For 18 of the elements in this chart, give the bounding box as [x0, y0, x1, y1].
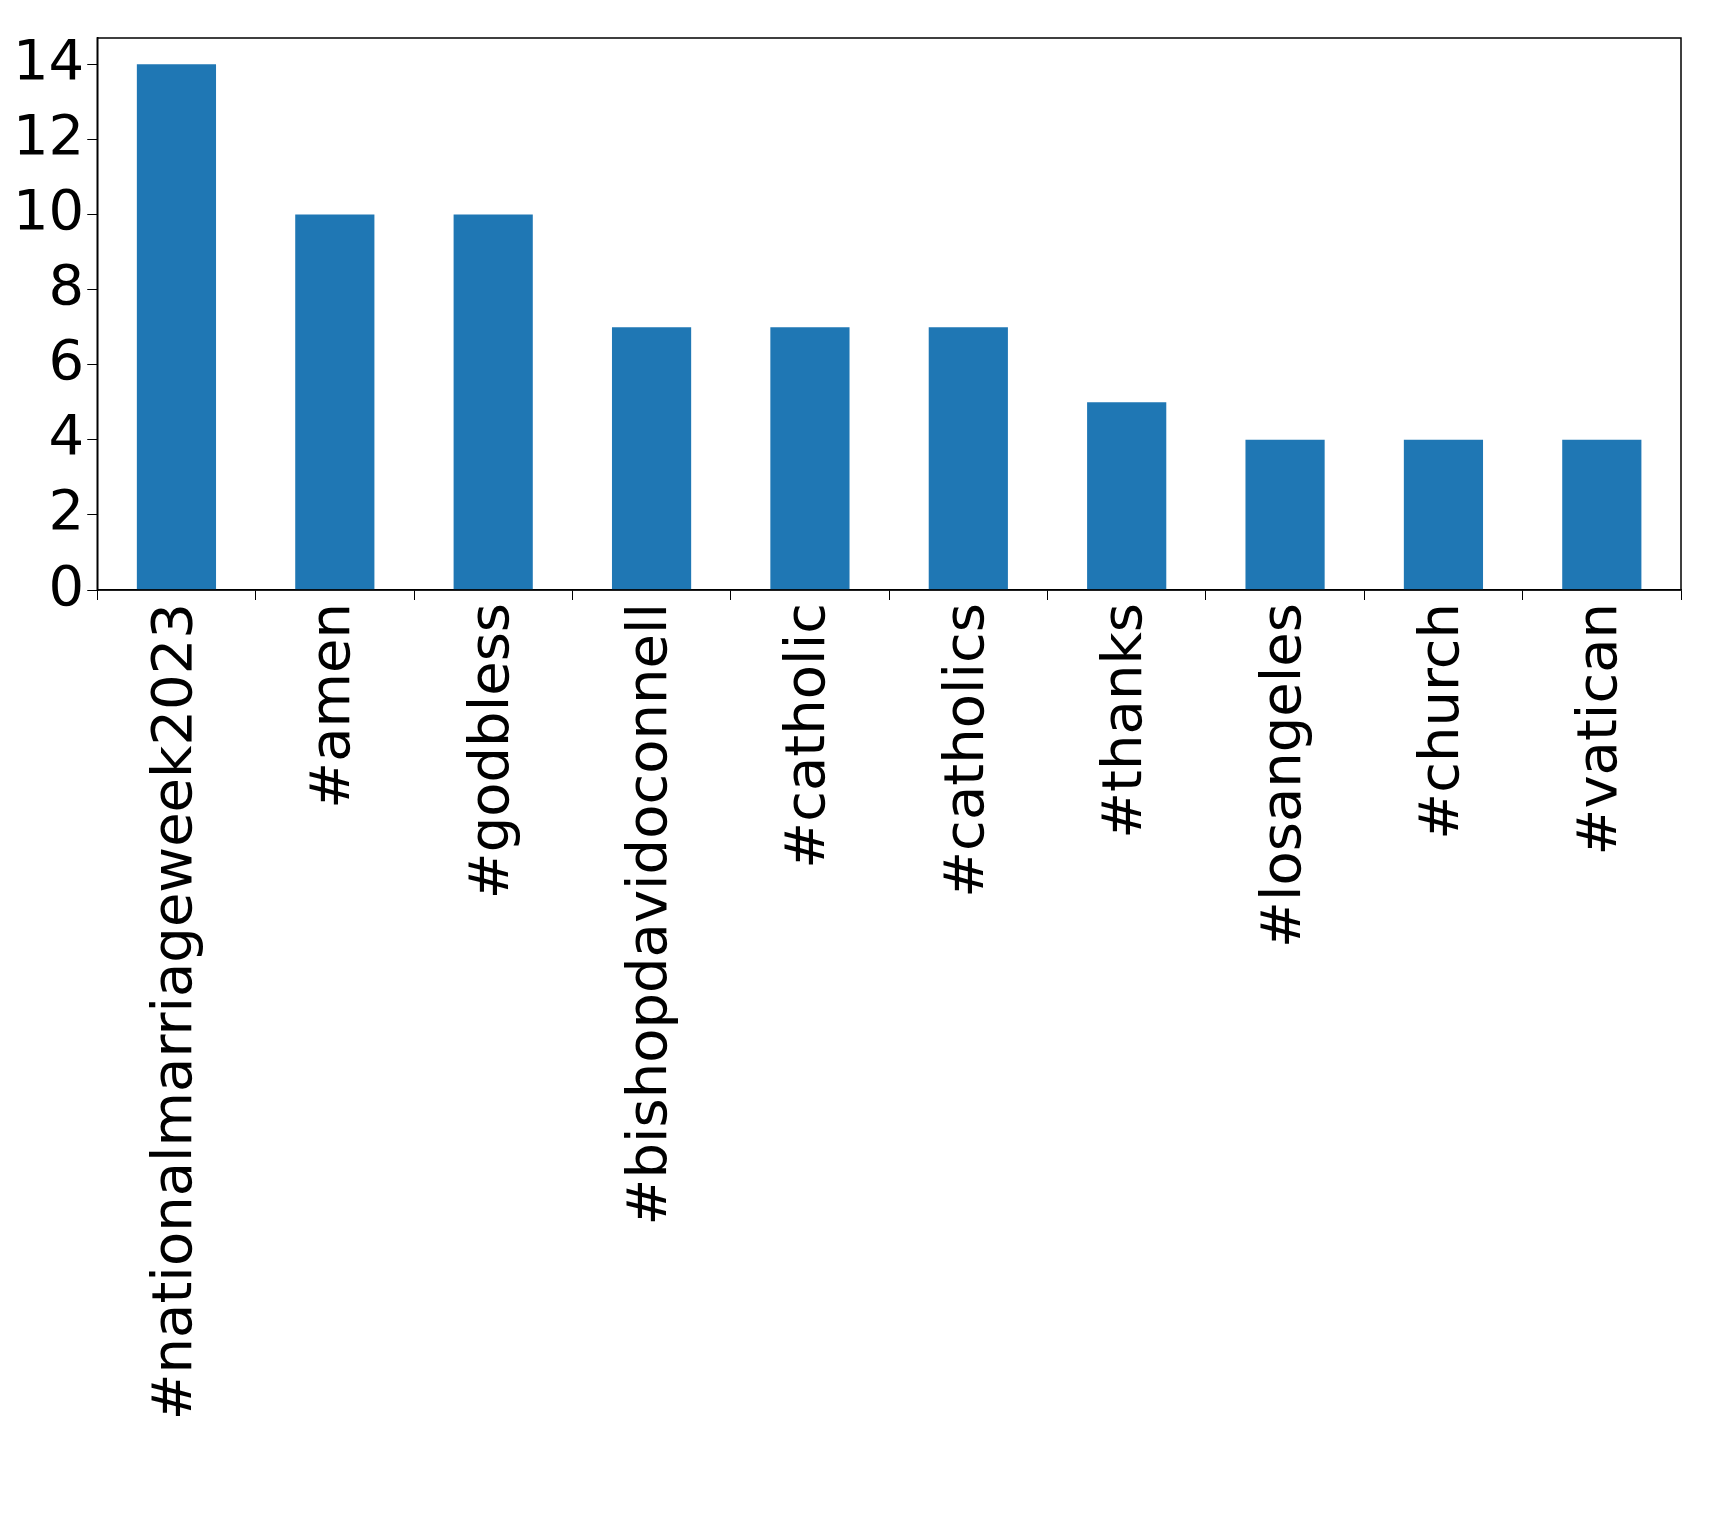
x-tick-label: #church	[1405, 603, 1471, 840]
y-tick-label: 14	[12, 26, 85, 92]
x-tick-label: #losangeles	[1247, 603, 1313, 948]
y-tick-label: 2	[48, 477, 85, 543]
x-tick-label: #catholic	[772, 603, 838, 869]
x-tick-label: #amen	[297, 603, 363, 809]
y-tick-label: 4	[48, 402, 85, 468]
y-tick-label: 0	[48, 552, 85, 618]
x-tick-label: #nationalmarriageweek2023	[138, 603, 204, 1421]
y-tick-label: 6	[48, 327, 85, 393]
x-tick-label: #thanks	[1089, 603, 1155, 839]
y-tick-label: 12	[12, 101, 85, 167]
y-tick-label: 10	[12, 177, 85, 243]
x-tick-label: #bishopdavidoconnell	[614, 603, 680, 1226]
x-tick-label: #vatican	[1564, 603, 1630, 856]
x-tick-label: #godbless	[455, 603, 521, 900]
y-tick-label: 8	[48, 252, 85, 318]
x-tick-label: #catholics	[930, 603, 996, 898]
